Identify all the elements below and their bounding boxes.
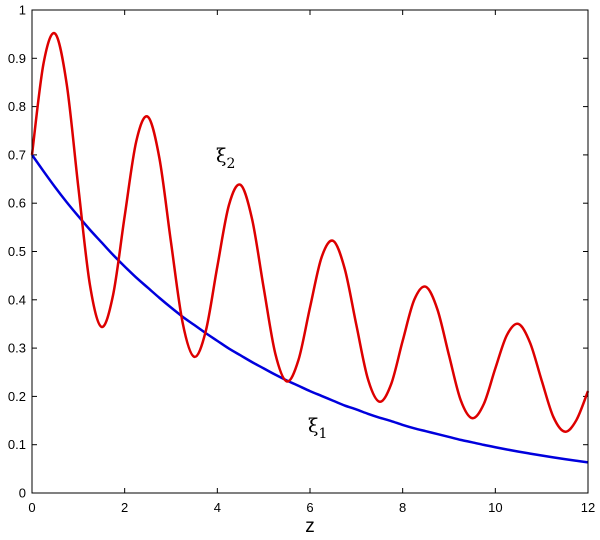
x-tick-label: 12 — [581, 500, 595, 515]
x-tick-label: 8 — [399, 500, 406, 515]
curve-label: ξ1 — [308, 415, 327, 442]
y-tick-label: 0.4 — [8, 292, 26, 307]
y-tick-label: 0.7 — [8, 147, 26, 162]
curve-label: ξ2 — [216, 145, 235, 172]
curve-label-symbol: ξ — [308, 415, 318, 437]
y-tick-label: 0.6 — [8, 196, 26, 211]
x-tick-label: 0 — [28, 500, 35, 515]
x-tick-label: 4 — [214, 500, 221, 515]
line-series — [30, 31, 590, 433]
y-tick-label: 1 — [19, 3, 26, 18]
y-tick-label: 0.2 — [8, 389, 26, 404]
y-tick-label: 0.9 — [8, 51, 26, 66]
y-tick-label: 0.5 — [8, 244, 26, 259]
y-tick-label: 0 — [19, 486, 26, 501]
y-tick-label: 0.1 — [8, 437, 26, 452]
x-tick-label: 10 — [488, 500, 502, 515]
curve-label-subscript: 2 — [226, 156, 235, 172]
x-axis-title: z — [305, 516, 315, 537]
line-series — [30, 154, 589, 464]
curve-label-subscript: 1 — [318, 426, 327, 442]
y-tick-label: 0.3 — [8, 341, 26, 356]
plot-frame — [31, 9, 589, 494]
curve-label-symbol: ξ — [216, 145, 226, 167]
y-tick-label: 0.8 — [8, 99, 26, 114]
x-tick-label: 6 — [306, 500, 313, 515]
x-tick-label: 2 — [121, 500, 128, 515]
